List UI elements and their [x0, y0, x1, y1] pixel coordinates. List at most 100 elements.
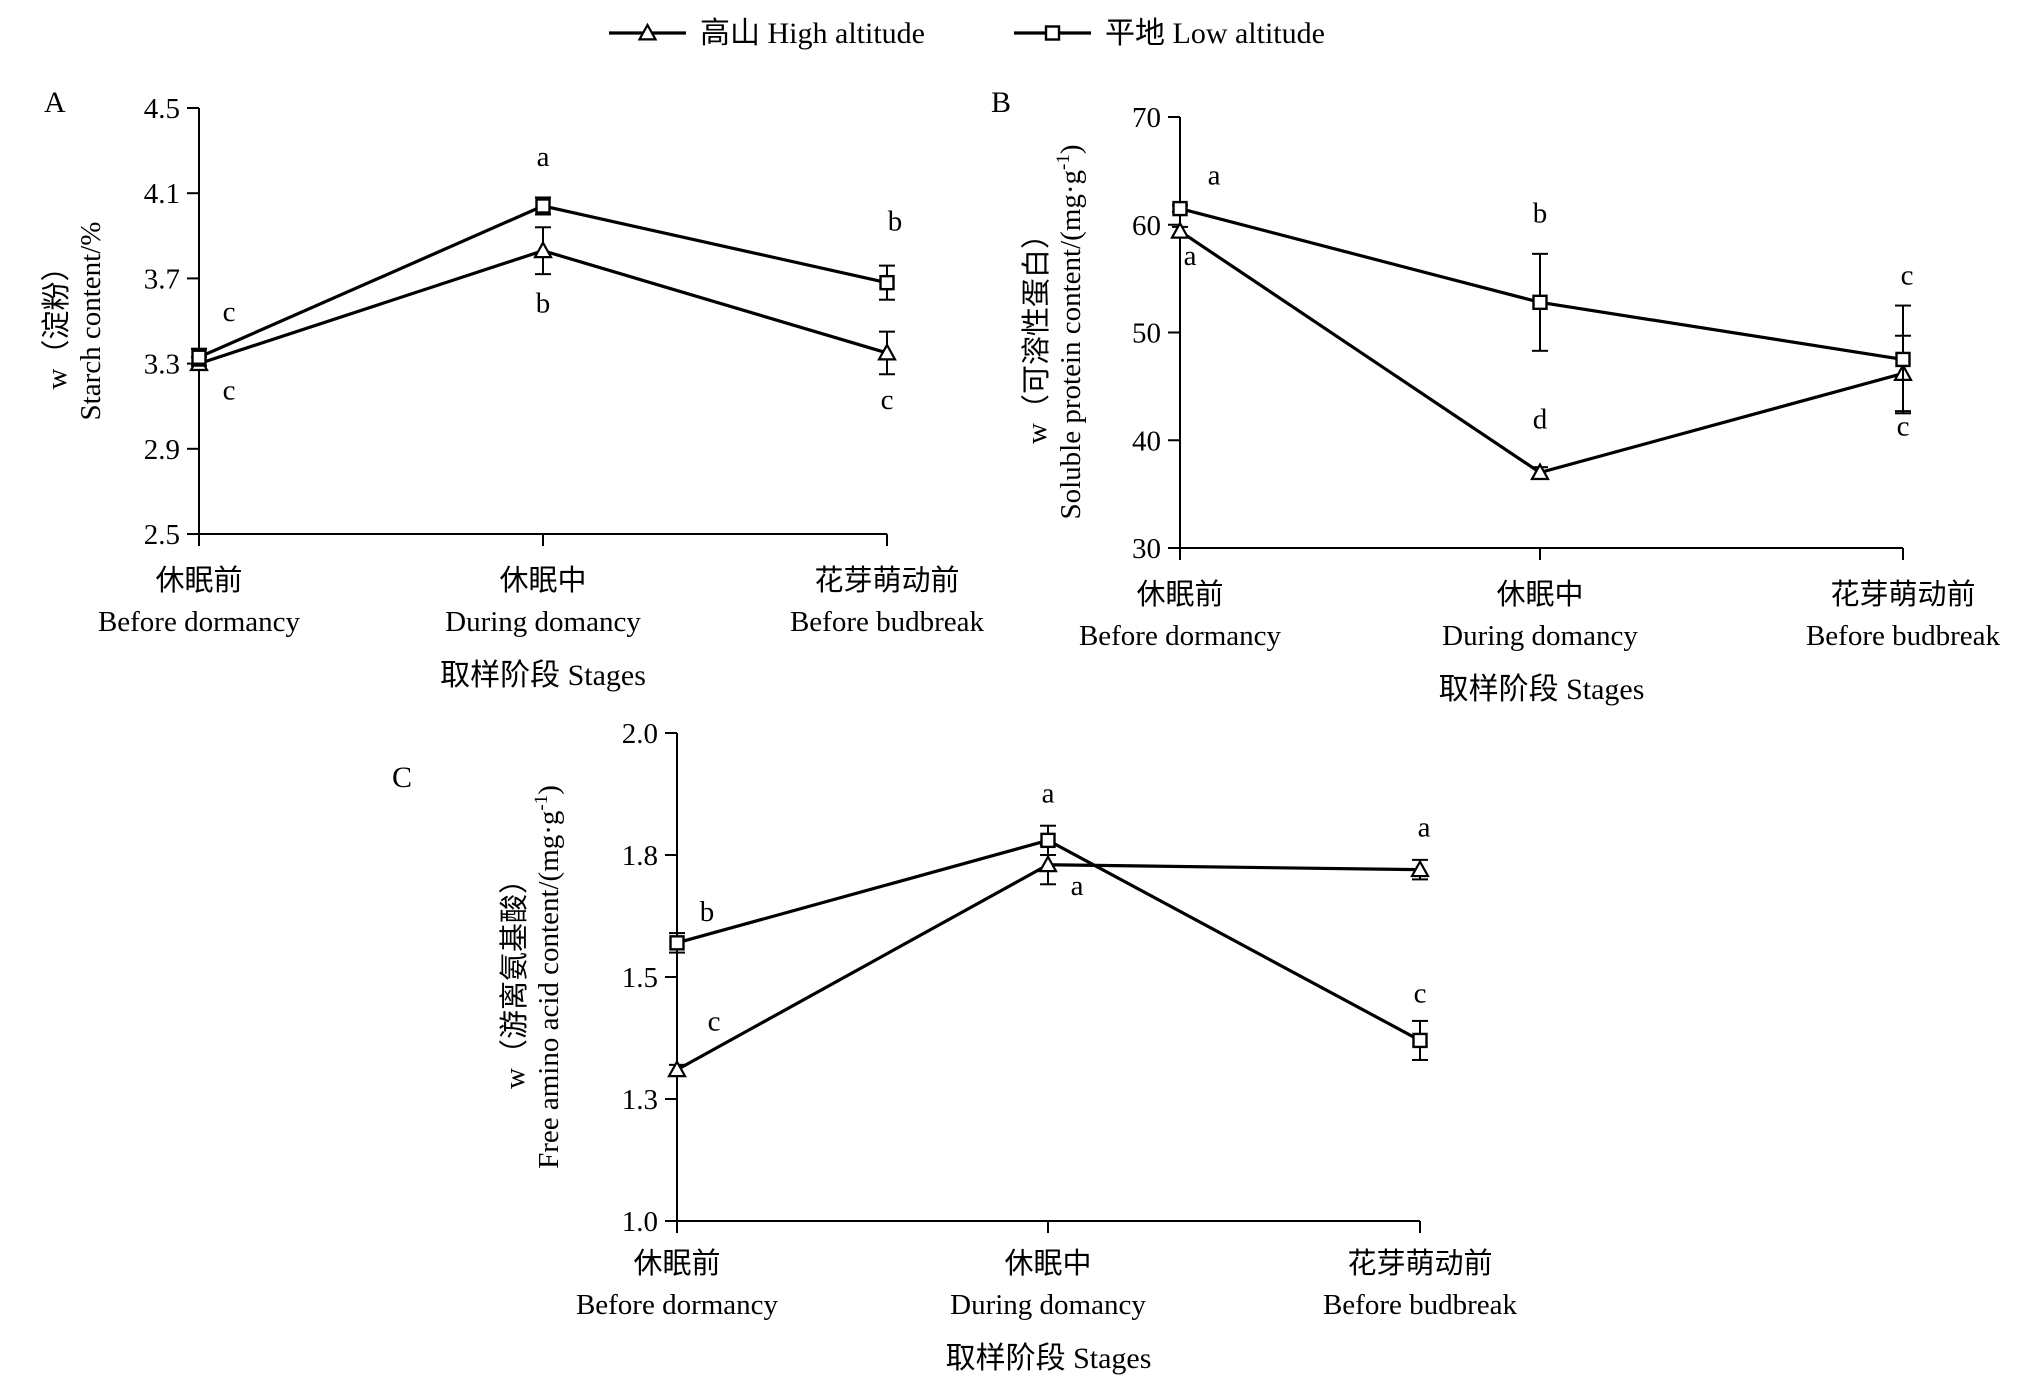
y-tick-label: 4.5 — [144, 93, 180, 125]
x-tick-label-zh: 休眠中 — [499, 564, 586, 597]
y-axis-title-line1: w（游离氨基酸） — [498, 865, 531, 1089]
x-tick-label-zh: 花芽萌动前 — [1830, 578, 1975, 611]
significance-label: c — [1901, 259, 1914, 291]
x-tick-label-en: Before budbreak — [1323, 1289, 1518, 1321]
significance-label: c — [1414, 977, 1427, 1009]
data-point-triangle — [877, 342, 897, 361]
panel-letter: C — [392, 761, 412, 794]
x-tick-label-zh: 休眠前 — [155, 564, 242, 597]
significance-label: a — [1418, 812, 1431, 844]
data-point-triangle — [667, 1059, 687, 1078]
series-line — [1179, 229, 1904, 475]
y-tick-label: 3.7 — [144, 263, 180, 295]
x-tick-label-en: Before budbreak — [1806, 620, 2001, 652]
data-point-square — [535, 198, 551, 214]
x-axis-title: 取样阶段 Stages — [440, 659, 646, 692]
legend-marker-triangle — [637, 22, 658, 41]
y-axis-title-line1: w（可溶性蛋白） — [1020, 220, 1053, 444]
y-tick-label: 2.0 — [622, 718, 658, 750]
y-tick-label: 3.3 — [144, 349, 180, 381]
panel-b: B 30 40 50 60 70 休眠前 Before dormancy 休眠中 During d… — [991, 86, 2001, 706]
series-line — [676, 863, 1421, 1072]
y-tick-label: 2.5 — [144, 519, 180, 551]
series-triangle: c a a — [667, 812, 1431, 1078]
significance-label: b — [888, 206, 903, 238]
x-axis-title: 取样阶段 Stages — [1439, 673, 1645, 706]
series-square: a b c — [1172, 160, 1914, 415]
y-axis-title-line2: Soluble protein content/(mg·g — [1055, 170, 1087, 520]
data-point-square — [191, 349, 207, 365]
y-tick-label: 1.8 — [622, 840, 658, 872]
significance-label: b — [700, 896, 715, 928]
x-tick-label-en: During domancy — [445, 606, 641, 638]
y-axis-title-tail: ) — [1055, 144, 1087, 154]
legend-label: 高山 High altitude — [700, 17, 925, 50]
significance-label: c — [223, 375, 236, 407]
series-square: b a c — [669, 777, 1428, 1061]
significance-label: a — [1208, 160, 1221, 192]
panel-letter: B — [991, 86, 1011, 119]
series-line — [1179, 207, 1904, 362]
series-triangle: c b c — [189, 226, 897, 416]
x-tick-label-en: During domancy — [1442, 620, 1638, 652]
significance-label: c — [1897, 410, 1910, 442]
x-tick-label-zh: 休眠前 — [1136, 578, 1223, 611]
y-axis-title: w（可溶性蛋白）Soluble protein content/(mg·g-1) — [1020, 144, 1087, 519]
x-tick-label-en: During domancy — [950, 1289, 1146, 1321]
data-point-square — [1412, 1032, 1428, 1049]
y-axis-title-line2: Free amino acid content/(mg·g — [533, 811, 565, 1169]
y-axis-title-superscript: -1 — [531, 795, 552, 811]
x-tick-label-zh: 休眠中 — [1496, 578, 1583, 611]
data-point-triangle — [533, 240, 553, 259]
x-tick-label-zh: 休眠中 — [1004, 1247, 1091, 1280]
significance-label: c — [708, 1006, 721, 1038]
x-tick-label-en: Before budbreak — [790, 606, 985, 638]
x-tick-label-en: Before dormancy — [1079, 620, 1282, 652]
y-tick-label: 50 — [1132, 318, 1161, 350]
data-point-triangle — [1530, 462, 1550, 481]
series-square: c a b — [191, 141, 903, 367]
data-point-triangle — [1038, 854, 1058, 873]
data-point-square — [1895, 351, 1911, 368]
data-point-square — [1172, 200, 1188, 217]
x-tick-label-en: Before dormancy — [576, 1289, 779, 1321]
panel-letter: A — [44, 86, 66, 119]
y-axis-title-line2: Starch content/% — [75, 222, 107, 421]
legend-label: 平地 Low altitude — [1105, 17, 1325, 50]
x-tick-label-zh: 花芽萌动前 — [1347, 1247, 1492, 1280]
legend-item-triangle: 高山 High altitude — [609, 17, 925, 50]
y-tick-label: 70 — [1132, 102, 1161, 134]
y-tick-label: 4.1 — [144, 178, 180, 210]
significance-label: c — [223, 296, 236, 328]
significance-label: a — [1071, 870, 1084, 902]
legend-marker-square — [1044, 25, 1061, 41]
y-tick-label: 2.9 — [144, 434, 180, 466]
significance-label: a — [1042, 777, 1055, 809]
y-tick-label: 60 — [1132, 210, 1161, 242]
data-point-square — [1532, 294, 1548, 311]
x-tick-label-zh: 休眠前 — [633, 1247, 720, 1280]
significance-label: d — [1533, 404, 1548, 436]
significance-label: a — [1184, 240, 1197, 272]
data-point-square — [669, 935, 685, 951]
y-axis-title: w（淀粉）Starch content/% — [40, 222, 107, 421]
significance-label: b — [1533, 197, 1548, 229]
x-axis-title: 取样阶段 Stages — [946, 1342, 1152, 1375]
x-tick-label-en: Before dormancy — [98, 606, 301, 638]
y-axis-title-tail: ) — [533, 785, 565, 795]
y-tick-label: 1.5 — [622, 962, 658, 994]
panel-a: A 2.5 2.9 3.3 3.7 4.1 4.5 休眠前 Before dormancy 休眠中… — [40, 86, 985, 692]
y-axis-title-superscript: -1 — [1053, 154, 1074, 170]
data-point-square — [879, 274, 895, 291]
data-point-triangle — [1410, 859, 1430, 878]
data-point-triangle — [1170, 220, 1190, 239]
legend-item-square: 平地 Low altitude — [1014, 17, 1325, 50]
significance-label: a — [537, 141, 550, 173]
y-tick-label: 30 — [1132, 533, 1161, 565]
y-tick-label: 1.0 — [622, 1206, 658, 1238]
significance-label: c — [881, 384, 894, 416]
panel-c: C 1.0 1.3 1.5 1.8 2.0 休眠前 Before dormancy 休眠中 Dur… — [392, 718, 1518, 1375]
x-tick-label-zh: 花芽萌动前 — [814, 564, 959, 597]
